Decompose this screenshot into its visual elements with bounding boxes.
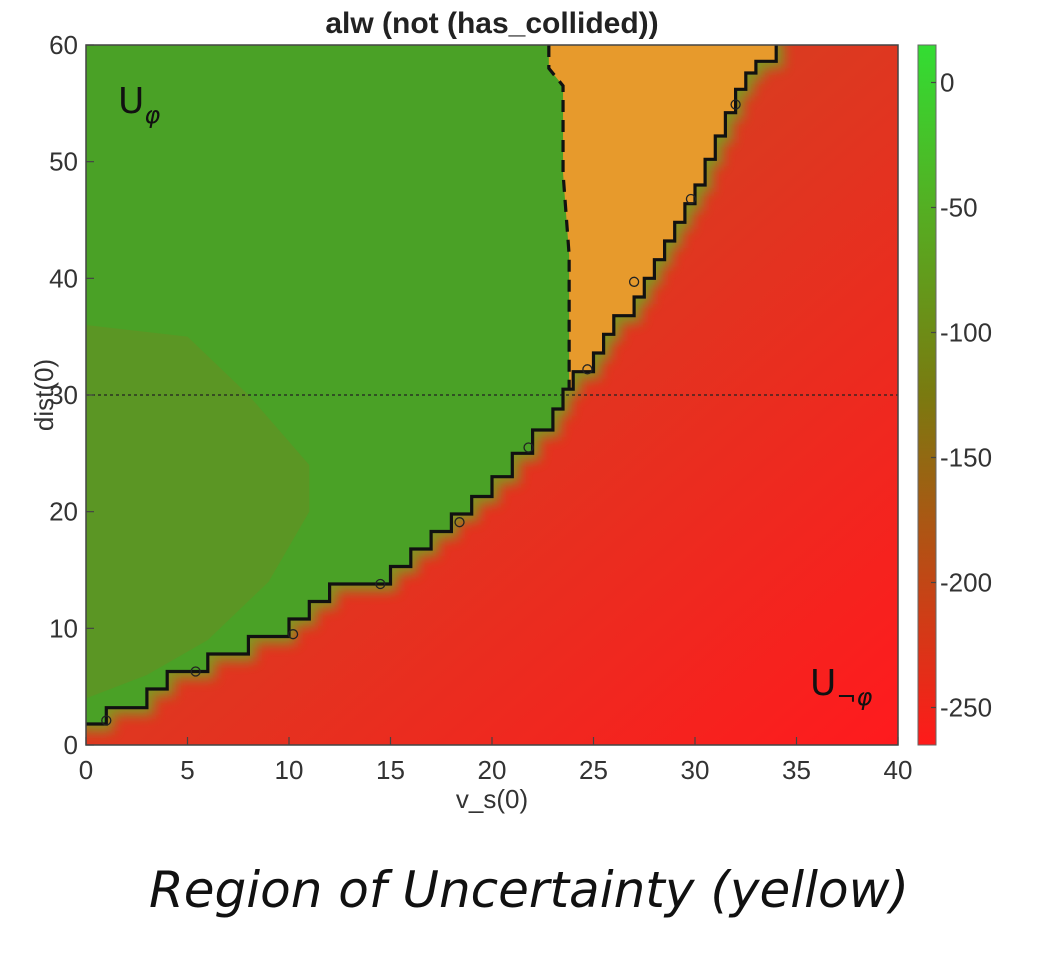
y-tick-label: 30: [49, 380, 78, 410]
sample-point: [190, 666, 201, 677]
satisfied-region-label: Uφ: [118, 81, 160, 129]
x-tick-label: 40: [884, 755, 913, 785]
sample-point: [287, 629, 299, 640]
sample-point: [375, 578, 386, 590]
violated-region-label: U¬φ: [810, 663, 872, 711]
colorbar-tick-label: 0: [940, 68, 954, 98]
y-tick-label: 20: [49, 497, 78, 527]
colorbar-tick-label: -150: [940, 443, 992, 473]
sample-point: [101, 715, 112, 726]
satisfied-region-dark-band: [86, 325, 310, 699]
colorbar: [917, 44, 937, 746]
chart-figure: alw (not (has_collided)) 0 5 10 15 20 25 30 35 4…: [29, 7, 992, 814]
colorbar-ticks: 0 -50 -100 -150 -200 -250: [931, 68, 992, 723]
uncertainty-region: [548, 45, 777, 390]
x-tick-label: 35: [782, 755, 811, 785]
boundary-step-line: [86, 45, 778, 726]
sample-point: [685, 193, 697, 205]
x-axis-ticks: 0 5 10 15 20 25 30 35 40: [79, 737, 913, 785]
chart-title: alw (not (has_collided)): [325, 7, 658, 40]
colorbar-tick-label: -50: [940, 193, 978, 223]
x-tick-label: 10: [275, 755, 304, 785]
colorbar-tick-label: -200: [940, 568, 992, 598]
sample-point: [730, 99, 741, 110]
y-tick-label: 50: [49, 147, 78, 177]
colorbar-tick-label: -100: [940, 318, 992, 348]
uncertainty-boundary-dashed: [547, 45, 571, 390]
sample-point: [628, 276, 640, 287]
y-axis-ticks: 0 10 20 30 40 50 60: [49, 30, 94, 760]
x-tick-label: 5: [180, 755, 194, 785]
x-tick-label: 20: [478, 755, 507, 785]
x-tick-label: 30: [681, 755, 710, 785]
figure-caption: Region of Uncertainty (yellow): [148, 861, 910, 919]
y-tick-label: 40: [49, 263, 78, 293]
x-tick-label: 25: [579, 755, 608, 785]
x-axis-label: v_s(0): [456, 784, 528, 814]
sample-point: [582, 364, 593, 375]
x-tick-label: 15: [376, 755, 405, 785]
y-tick-label: 10: [49, 613, 78, 643]
sample-point: [454, 517, 465, 528]
sample-point: [523, 442, 534, 453]
sample-points: [101, 99, 741, 726]
x-tick-label: 0: [79, 755, 93, 785]
y-tick-label: 0: [64, 730, 78, 760]
colorbar-tick-label: -250: [940, 693, 992, 723]
y-axis-label: dist(0): [29, 359, 59, 431]
plot-overlay: [86, 45, 898, 726]
y-tick-label: 60: [49, 30, 78, 60]
